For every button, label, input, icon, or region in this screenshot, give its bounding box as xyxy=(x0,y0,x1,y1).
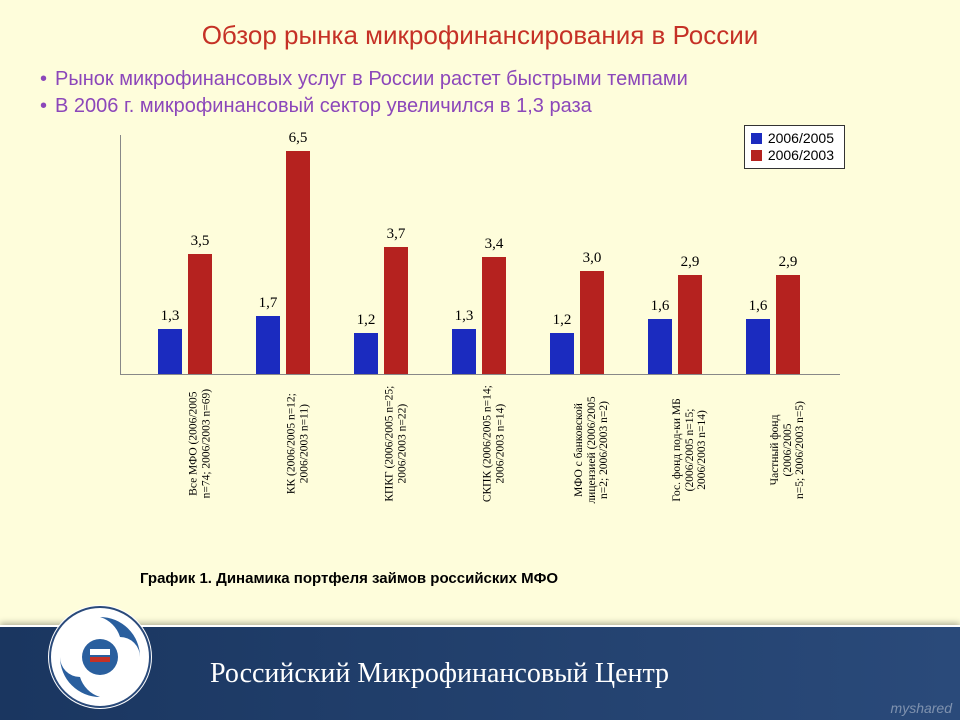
bullet-item: В 2006 г. микрофинансовый сектор увеличи… xyxy=(40,93,920,120)
bar-value-label: 1,6 xyxy=(640,298,680,315)
bar-series2 xyxy=(678,275,702,374)
bar-value-label: 1,3 xyxy=(150,308,190,325)
legend-item: 2006/2003 xyxy=(751,147,834,164)
bar-value-label: 3,7 xyxy=(376,226,416,243)
legend-label: 2006/2005 xyxy=(768,130,834,147)
bar-value-label: 6,5 xyxy=(278,130,318,147)
bar-series2 xyxy=(384,247,408,374)
bar-value-label: 1,2 xyxy=(346,312,386,329)
x-axis-label: Гос. фонд под-ки МБ (2006/2005 n=15; 200… xyxy=(630,383,718,503)
bar-value-label: 2,9 xyxy=(670,254,710,271)
bar-series1 xyxy=(452,329,476,374)
bar-series2 xyxy=(776,275,800,374)
page-title: Обзор рынка микрофинансирования в России xyxy=(0,0,960,61)
bar-series1 xyxy=(354,333,378,374)
bar-series1 xyxy=(550,333,574,374)
bar-series1 xyxy=(648,319,672,374)
bar-series2 xyxy=(188,254,212,374)
x-axis-label: СКПК (2006/2005 n=14; 2006/2003 n=14) xyxy=(434,383,522,503)
bullet-item: Рынок микрофинансовых услуг в России рас… xyxy=(40,66,920,93)
bar-series2 xyxy=(286,151,310,374)
slide: Обзор рынка микрофинансирования в России… xyxy=(0,0,960,720)
bullet-list: Рынок микрофинансовых услуг в России рас… xyxy=(0,61,960,125)
bar-series1 xyxy=(158,329,182,374)
x-axis-label: МФО с банковской лицензией (2006/2005 n=… xyxy=(532,383,620,503)
bar-value-label: 1,3 xyxy=(444,308,484,325)
bar-value-label: 3,4 xyxy=(474,236,514,253)
footer: Российский Микрофинансовый Центр myshare… xyxy=(0,610,960,720)
legend-item: 2006/2005 xyxy=(751,130,834,147)
footer-text: Российский Микрофинансовый Центр xyxy=(210,658,669,690)
bar-series1 xyxy=(746,319,770,374)
watermark: myshared xyxy=(891,700,952,716)
bar-value-label: 3,5 xyxy=(180,233,220,250)
x-axis-label: Частный фонд (2006/2005 n=5; 2006/2003 n… xyxy=(728,383,816,503)
chart: 2006/2005 2006/2003 1,33,51,76,51,23,71,… xyxy=(120,135,840,495)
bar-value-label: 1,6 xyxy=(738,298,778,315)
bar-series2 xyxy=(482,257,506,374)
bar-value-label: 1,2 xyxy=(542,312,582,329)
logo-icon xyxy=(45,602,155,712)
legend-swatch xyxy=(751,133,762,144)
bar-value-label: 3,0 xyxy=(572,250,612,267)
legend-label: 2006/2003 xyxy=(768,147,834,164)
chart-plot-area: 2006/2005 2006/2003 1,33,51,76,51,23,71,… xyxy=(120,135,840,375)
x-axis-label: КК (2006/2005 n=12; 2006/2003 n=11) xyxy=(238,383,326,503)
x-axis-label: КПКГ (2006/2005 n=25; 2006/2003 n=22) xyxy=(336,383,424,503)
x-axis-label: Все МФО (2006/2005 n=74; 2006/2003 n=69) xyxy=(140,383,228,503)
chart-legend: 2006/2005 2006/2003 xyxy=(744,125,845,169)
chart-caption: График 1. Динамика портфеля займов росси… xyxy=(140,570,558,587)
bar-value-label: 2,9 xyxy=(768,254,808,271)
bar-series2 xyxy=(580,271,604,374)
bar-value-label: 1,7 xyxy=(248,295,288,312)
bar-series1 xyxy=(256,316,280,374)
legend-swatch xyxy=(751,150,762,161)
